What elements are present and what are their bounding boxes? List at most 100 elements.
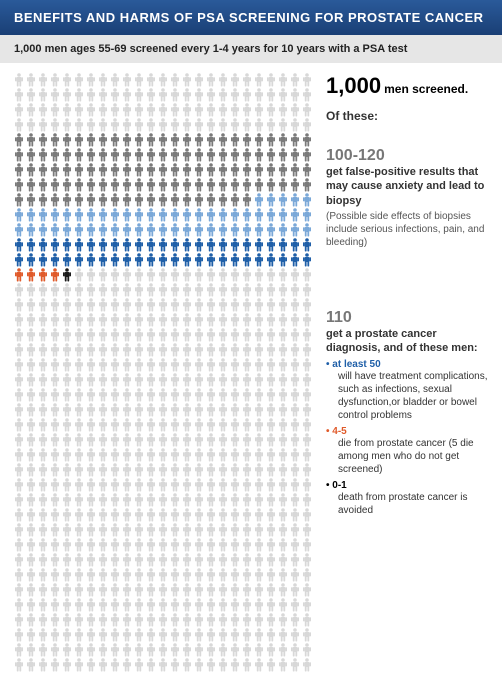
- person-icon: [98, 283, 108, 297]
- person-icon: [74, 103, 84, 117]
- person-icon: [158, 403, 168, 417]
- person-icon: [242, 433, 252, 447]
- person-icon: [134, 478, 144, 492]
- person-icon: [110, 583, 120, 597]
- person-icon: [86, 118, 96, 132]
- of-these-label: Of these:: [326, 109, 492, 123]
- screened-label: men screened.: [384, 82, 468, 96]
- person-icon: [242, 508, 252, 522]
- person-icon: [302, 193, 312, 207]
- person-icon: [242, 103, 252, 117]
- person-icon: [290, 583, 300, 597]
- person-icon: [170, 283, 180, 297]
- person-icon: [158, 238, 168, 252]
- people-row: [14, 463, 314, 477]
- person-icon: [50, 613, 60, 627]
- person-icon: [38, 583, 48, 597]
- person-icon: [278, 538, 288, 552]
- person-icon: [290, 568, 300, 582]
- person-icon: [110, 193, 120, 207]
- person-icon: [206, 163, 216, 177]
- person-icon: [14, 388, 24, 402]
- person-icon: [26, 538, 36, 552]
- person-icon: [182, 193, 192, 207]
- person-icon: [110, 388, 120, 402]
- person-icon: [218, 208, 228, 222]
- person-icon: [302, 403, 312, 417]
- person-icon: [86, 388, 96, 402]
- person-icon: [110, 493, 120, 507]
- person-icon: [62, 523, 72, 537]
- person-icon: [110, 223, 120, 237]
- person-icon: [194, 583, 204, 597]
- person-icon: [158, 388, 168, 402]
- person-icon: [146, 343, 156, 357]
- person-icon: [290, 358, 300, 372]
- person-icon: [50, 103, 60, 117]
- person-icon: [98, 643, 108, 657]
- person-icon: [98, 73, 108, 87]
- person-icon: [122, 178, 132, 192]
- bullet-label: • at least 50: [326, 359, 492, 370]
- person-icon: [26, 313, 36, 327]
- person-icon: [290, 418, 300, 432]
- person-icon: [14, 613, 24, 627]
- person-icon: [158, 268, 168, 282]
- person-icon: [98, 253, 108, 267]
- person-icon: [206, 238, 216, 252]
- person-icon: [122, 328, 132, 342]
- person-icon: [278, 268, 288, 282]
- person-icon: [290, 103, 300, 117]
- person-icon: [110, 538, 120, 552]
- person-icon: [230, 613, 240, 627]
- person-icon: [98, 493, 108, 507]
- person-icon: [230, 73, 240, 87]
- person-icon: [242, 388, 252, 402]
- person-icon: [86, 208, 96, 222]
- person-icon: [278, 133, 288, 147]
- person-icon: [62, 268, 72, 282]
- person-icon: [134, 208, 144, 222]
- person-icon: [254, 463, 264, 477]
- person-icon: [158, 538, 168, 552]
- person-icon: [254, 223, 264, 237]
- person-icon: [230, 598, 240, 612]
- person-icon: [38, 88, 48, 102]
- person-icon: [242, 283, 252, 297]
- person-icon: [122, 568, 132, 582]
- person-icon: [74, 643, 84, 657]
- person-icon: [146, 463, 156, 477]
- person-icon: [206, 403, 216, 417]
- person-icon: [134, 523, 144, 537]
- person-icon: [26, 418, 36, 432]
- person-icon: [26, 343, 36, 357]
- person-icon: [218, 73, 228, 87]
- person-icon: [194, 448, 204, 462]
- person-icon: [134, 148, 144, 162]
- person-icon: [254, 298, 264, 312]
- person-icon: [158, 568, 168, 582]
- person-icon: [110, 373, 120, 387]
- person-icon: [62, 343, 72, 357]
- person-icon: [170, 103, 180, 117]
- person-icon: [86, 568, 96, 582]
- person-icon: [170, 538, 180, 552]
- person-icon: [26, 328, 36, 342]
- person-icon: [98, 568, 108, 582]
- person-icon: [230, 283, 240, 297]
- person-icon: [278, 628, 288, 642]
- person-icon: [278, 568, 288, 582]
- person-icon: [302, 328, 312, 342]
- person-icon: [110, 553, 120, 567]
- person-icon: [146, 373, 156, 387]
- person-icon: [290, 178, 300, 192]
- person-icon: [170, 208, 180, 222]
- person-icon: [74, 388, 84, 402]
- person-icon: [14, 568, 24, 582]
- person-icon: [14, 253, 24, 267]
- person-icon: [50, 283, 60, 297]
- person-icon: [230, 508, 240, 522]
- person-icon: [266, 298, 276, 312]
- person-icon: [230, 448, 240, 462]
- person-icon: [206, 598, 216, 612]
